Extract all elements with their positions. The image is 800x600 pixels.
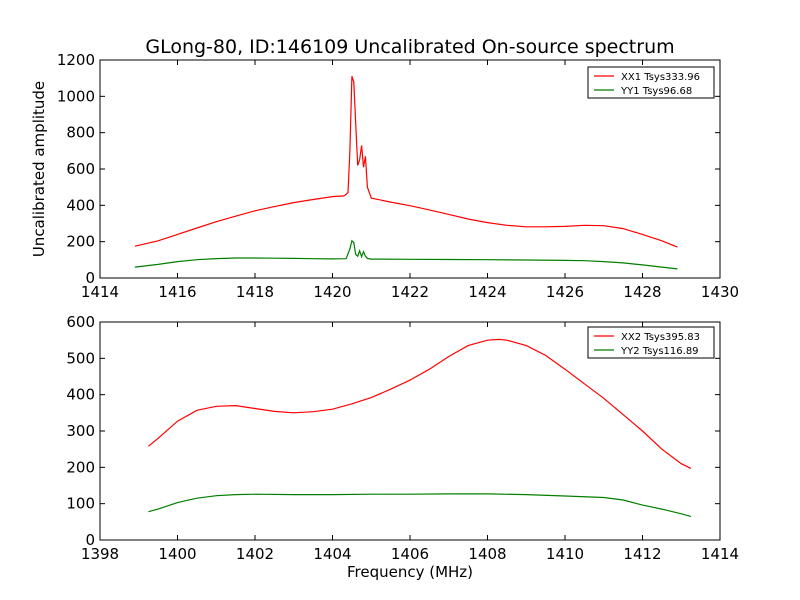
legend-entry: YY1 Tsys96.68 (620, 86, 692, 97)
x-tick-label: 1420 (313, 283, 351, 301)
y-tick-label: 0 (85, 531, 95, 549)
legend: XX2 Tsys395.83 YY2 Tsys116.89 (587, 326, 715, 359)
bottom-panel: 1398 1400 1402 1404 1406 1408 1410 1412 1414 0 100… (66, 313, 739, 581)
x-tick-label: 1412 (623, 545, 661, 563)
y-tick-label: 400 (66, 196, 95, 214)
y-tick-label: 600 (66, 160, 95, 178)
y-tick-label: 1200 (57, 51, 95, 69)
x-tick-label: 1426 (546, 283, 584, 301)
y-tick-label: 200 (66, 233, 95, 251)
x-tick-label: 1406 (391, 545, 429, 563)
x-tick-label: 1424 (468, 283, 506, 301)
x-tick-label: 1408 (468, 545, 506, 563)
x-tick-label: 1400 (158, 545, 196, 563)
legend-entry: XX2 Tsys395.83 (621, 332, 700, 343)
y-tick-label: 300 (66, 422, 95, 440)
top-panel: 1414 1416 1418 1420 1422 1424 1426 1428 1430 0 200… (30, 51, 739, 301)
chart-title: GLong-80, ID:146109 Uncalibrated On-sour… (145, 36, 674, 58)
x-tick-label: 1402 (236, 545, 274, 563)
x-tick-label: 1398 (81, 545, 119, 563)
x-tick-label: 1418 (236, 283, 274, 301)
y-tick-label: 0 (85, 269, 95, 287)
x-tick-label: 1404 (313, 545, 351, 563)
y-tick-label: 500 (66, 349, 95, 367)
legend-entry: XX1 Tsys333.96 (621, 72, 700, 83)
y-tick-label: 800 (66, 124, 95, 142)
legend-box (587, 66, 715, 99)
x-tick-label: 1414 (81, 283, 119, 301)
x-tick-label: 1428 (623, 283, 661, 301)
y-axis-label: Uncalibrated amplitude (30, 81, 48, 257)
series-line-2 (148, 493, 692, 517)
x-axis-label: Frequency (MHz) (347, 563, 473, 581)
y-tick-label: 1000 (57, 87, 95, 105)
x-tick-label: 1410 (546, 545, 584, 563)
x-tick-label: 1416 (158, 283, 196, 301)
x-tick-label: 1430 (701, 283, 739, 301)
legend: XX1 Tsys333.96 YY1 Tsys96.68 (587, 66, 715, 99)
x-tick-label: 1414 (701, 545, 739, 563)
y-tick-label: 200 (66, 458, 95, 476)
legend-box (587, 326, 715, 359)
series-line-1 (134, 76, 678, 248)
y-tick-label: 100 (66, 495, 95, 513)
x-tick-label: 1422 (391, 283, 429, 301)
y-tick-label: 400 (66, 386, 95, 404)
series-line-1 (148, 338, 692, 469)
legend-entry: YY2 Tsys116.89 (620, 346, 699, 357)
y-tick-label: 600 (66, 313, 95, 331)
series-line-2 (134, 239, 678, 270)
